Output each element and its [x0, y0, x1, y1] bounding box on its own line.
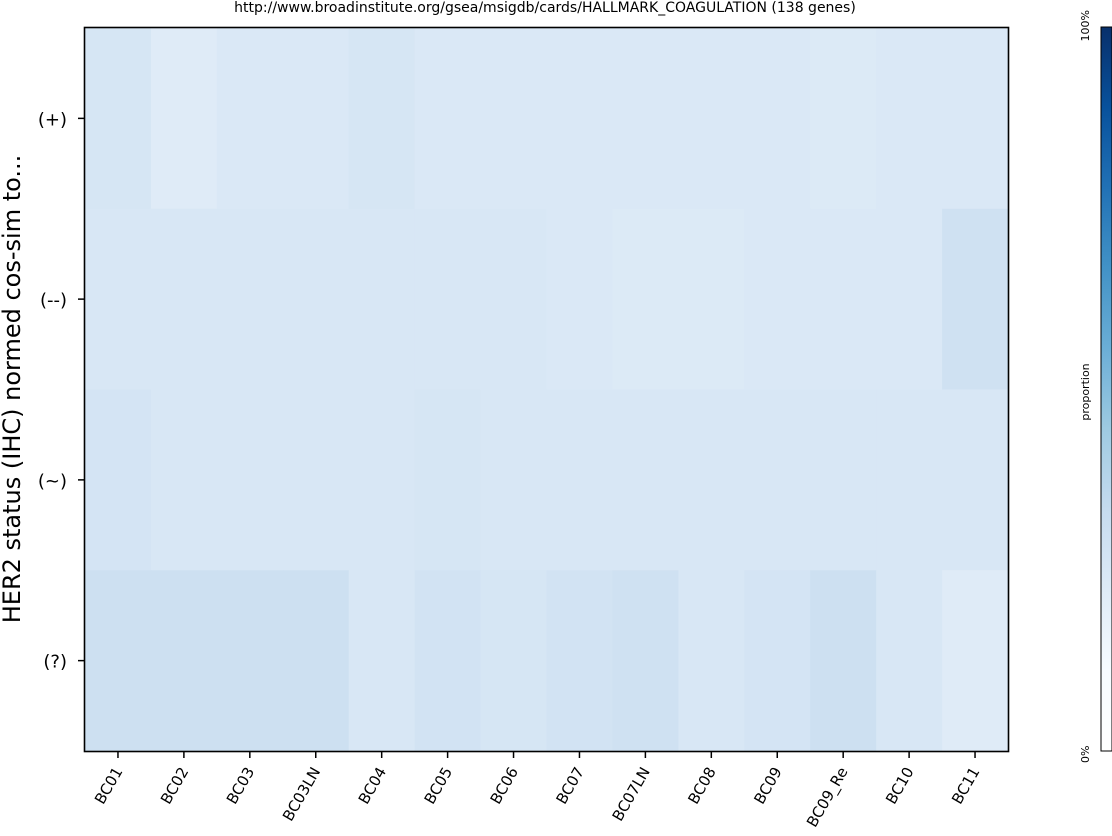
- heatmap-cell: [612, 28, 679, 210]
- heatmap-cell: [744, 28, 811, 210]
- heatmap-cell: [85, 389, 152, 571]
- x-tick-label: BC09: [750, 764, 785, 807]
- heatmap-cell: [348, 570, 416, 752]
- heatmap-cell: [678, 208, 745, 391]
- y-tick-label: (+): [38, 109, 67, 130]
- y-tick-label: (--): [40, 290, 67, 311]
- y-axis: (+) (--) (~) (?): [38, 109, 85, 673]
- y-axis-label: HER2 status (IHC) normed cos-sim to...: [0, 155, 26, 624]
- heatmap-cell: [876, 28, 943, 210]
- heatmap-cell: [942, 389, 1009, 571]
- x-tick-label: BC07LN: [609, 764, 654, 824]
- heatmap-cell: [678, 389, 745, 571]
- heatmap-cell: [282, 28, 350, 210]
- heatmap-cell: [810, 389, 877, 571]
- heatmap-cell: [942, 28, 1009, 210]
- colorbar: 100% proportion 0%: [1079, 10, 1112, 763]
- heatmap-cell: [216, 389, 284, 571]
- heatmap-cell: [546, 28, 614, 210]
- x-tick-label: BC09_Re: [803, 764, 852, 831]
- x-tick-label: BC04: [355, 764, 390, 807]
- heatmap-cell: [876, 389, 943, 571]
- heatmap-cell: [414, 570, 482, 752]
- heatmap-cell: [942, 570, 1009, 752]
- heatmap-cell: [348, 208, 416, 391]
- heatmap-cell: [85, 208, 152, 391]
- heatmap-cell: [480, 570, 548, 752]
- x-tick-label: BC05: [421, 764, 456, 807]
- heatmap-cell: [876, 208, 943, 391]
- heatmap-cell: [810, 28, 877, 210]
- x-tick-label: BC07: [553, 764, 588, 807]
- heatmap-cell: [282, 208, 350, 391]
- heatmap-cell: [612, 570, 679, 752]
- x-tick-label: BC03LN: [279, 764, 324, 824]
- heatmap-cell: [85, 28, 152, 210]
- heatmap-cell: [480, 389, 548, 571]
- plot-frame: [83, 26, 1010, 753]
- heatmap-cell: [810, 208, 877, 391]
- colorbar-title: proportion: [1079, 363, 1092, 420]
- y-tick-label: (~): [38, 471, 67, 492]
- heatmap-cell: [414, 28, 482, 210]
- heatmap-cell: [150, 570, 218, 752]
- heatmap-cell: [612, 389, 679, 571]
- colorbar-min-label: 0%: [1079, 746, 1092, 763]
- heatmap-cell: [282, 570, 350, 752]
- heatmap-cell: [348, 28, 416, 210]
- x-tick-label: BC02: [157, 764, 192, 807]
- x-axis: BC01 BC02 BC03 BC03LN BC04 BC05 BC06 BC07 BC07LN…: [91, 751, 983, 831]
- heatmap-cell: [810, 570, 877, 752]
- x-tick-label: BC03: [223, 764, 258, 807]
- y-tick-label: (?): [43, 652, 67, 673]
- heatmap-cell: [216, 28, 284, 210]
- heatmap-cell: [150, 389, 218, 571]
- heatmap-cell: [744, 570, 811, 752]
- heatmap-cell: [546, 389, 614, 571]
- heatmap-cell: [216, 570, 284, 752]
- x-tick-label: BC08: [684, 764, 719, 807]
- heatmap-cell: [282, 389, 350, 571]
- heatmap-cell: [612, 208, 679, 391]
- heatmap-cell: [876, 570, 943, 752]
- heatmap-cell: [216, 208, 284, 391]
- heatmap-cells: [85, 28, 1009, 752]
- x-tick-label: BC06: [487, 764, 522, 807]
- chart-title: http://www.broadinstitute.org/gsea/msigd…: [234, 0, 856, 16]
- heatmap-cell: [744, 389, 811, 571]
- heatmap-cell: [348, 389, 416, 571]
- heatmap-cell: [546, 570, 614, 752]
- heatmap-cell: [678, 570, 745, 752]
- heatmap-cell: [678, 28, 745, 210]
- heatmap-cell: [546, 208, 614, 391]
- heatmap-cell: [85, 570, 152, 752]
- x-tick-label: BC01: [91, 764, 126, 807]
- heatmap-cell: [150, 208, 218, 391]
- x-tick-label: BC11: [948, 764, 983, 807]
- heatmap-cell: [414, 389, 482, 571]
- heatmap-cell: [480, 28, 548, 210]
- colorbar-max-label: 100%: [1079, 10, 1092, 41]
- x-tick-label: BC10: [882, 764, 917, 807]
- heatmap-cell: [414, 208, 482, 391]
- colorbar-gradient: [1100, 26, 1112, 752]
- heatmap-cell: [150, 28, 218, 210]
- heatmap-cell: [480, 208, 548, 391]
- heatmap-cell: [744, 208, 811, 391]
- heatmap-cell: [942, 208, 1009, 391]
